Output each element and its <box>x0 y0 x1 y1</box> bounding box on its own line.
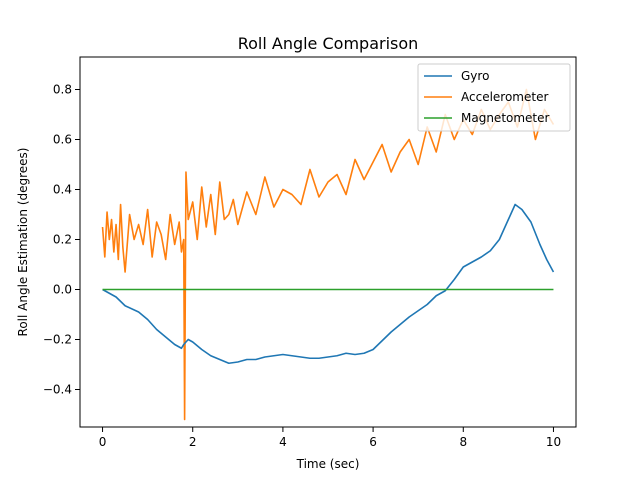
x-tick-label: 4 <box>279 435 287 449</box>
legend-item-accelerometer-label: Accelerometer <box>461 90 548 104</box>
y-tick-label: 0.0 <box>53 283 72 297</box>
x-axis-label: Time (sec) <box>296 457 360 471</box>
y-tick-label: 0.4 <box>53 183 72 197</box>
plot-frame <box>79 56 577 428</box>
legend-item-magnetometer-label: Magnetometer <box>461 111 550 125</box>
legend: Gyro Accelerometer Magnetometer <box>417 63 571 132</box>
x-tick-label: 8 <box>459 435 467 449</box>
y-axis-label: Roll Angle Estimation (degrees) <box>16 148 30 337</box>
legend-box <box>417 63 571 132</box>
y-tick-label: 0.8 <box>53 83 72 97</box>
x-axis: 0 2 4 6 8 10 <box>99 427 561 449</box>
y-tick-label: −0.2 <box>43 333 72 347</box>
y-axis: −0.4 −0.2 0.0 0.2 0.4 0.6 0.8 <box>43 83 80 397</box>
legend-item-gyro-label: Gyro <box>461 69 489 83</box>
x-tick-label: 0 <box>99 435 107 449</box>
x-tick-label: 2 <box>189 435 197 449</box>
x-tick-label: 6 <box>369 435 377 449</box>
chart-title: Roll Angle Comparison <box>238 34 419 53</box>
y-tick-label: 0.2 <box>53 233 72 247</box>
y-tick-label: −0.4 <box>43 383 72 397</box>
y-tick-label: 0.6 <box>53 133 72 147</box>
gyro-line <box>102 203 555 365</box>
x-tick-label: 10 <box>546 435 561 449</box>
